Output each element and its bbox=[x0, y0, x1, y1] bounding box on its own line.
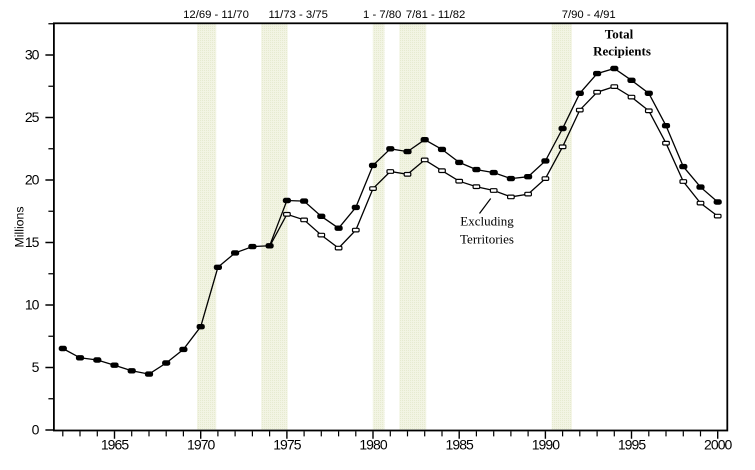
svg-text:11/73 - 3/75: 11/73 - 3/75 bbox=[268, 9, 327, 21]
svg-text:7/81 - 11/82: 7/81 - 11/82 bbox=[406, 9, 465, 21]
svg-text:1975: 1975 bbox=[273, 437, 302, 453]
svg-text:Excluding: Excluding bbox=[460, 213, 514, 228]
svg-text:7/90 - 4/91: 7/90 - 4/91 bbox=[562, 9, 616, 21]
svg-text:1990: 1990 bbox=[532, 437, 561, 453]
svg-text:10: 10 bbox=[25, 297, 40, 313]
svg-text:Territories: Territories bbox=[460, 231, 514, 246]
svg-text:1965: 1965 bbox=[101, 437, 130, 453]
svg-text:0: 0 bbox=[32, 422, 40, 438]
svg-text:Millions: Millions bbox=[13, 207, 27, 248]
svg-text:1 - 7/80: 1 - 7/80 bbox=[363, 9, 401, 21]
svg-text:5: 5 bbox=[32, 359, 40, 375]
svg-text:20: 20 bbox=[25, 172, 40, 188]
svg-text:Recipients: Recipients bbox=[593, 43, 651, 58]
svg-text:1985: 1985 bbox=[446, 437, 475, 453]
svg-text:1980: 1980 bbox=[359, 437, 388, 453]
svg-text:15: 15 bbox=[25, 234, 40, 250]
svg-text:30: 30 bbox=[25, 47, 40, 63]
svg-text:Total: Total bbox=[605, 26, 634, 41]
svg-text:1995: 1995 bbox=[618, 437, 647, 453]
svg-text:2000: 2000 bbox=[704, 437, 733, 453]
svg-text:25: 25 bbox=[25, 109, 40, 125]
svg-text:12/69 - 11/70: 12/69 - 11/70 bbox=[183, 9, 249, 21]
svg-text:1970: 1970 bbox=[187, 437, 216, 453]
